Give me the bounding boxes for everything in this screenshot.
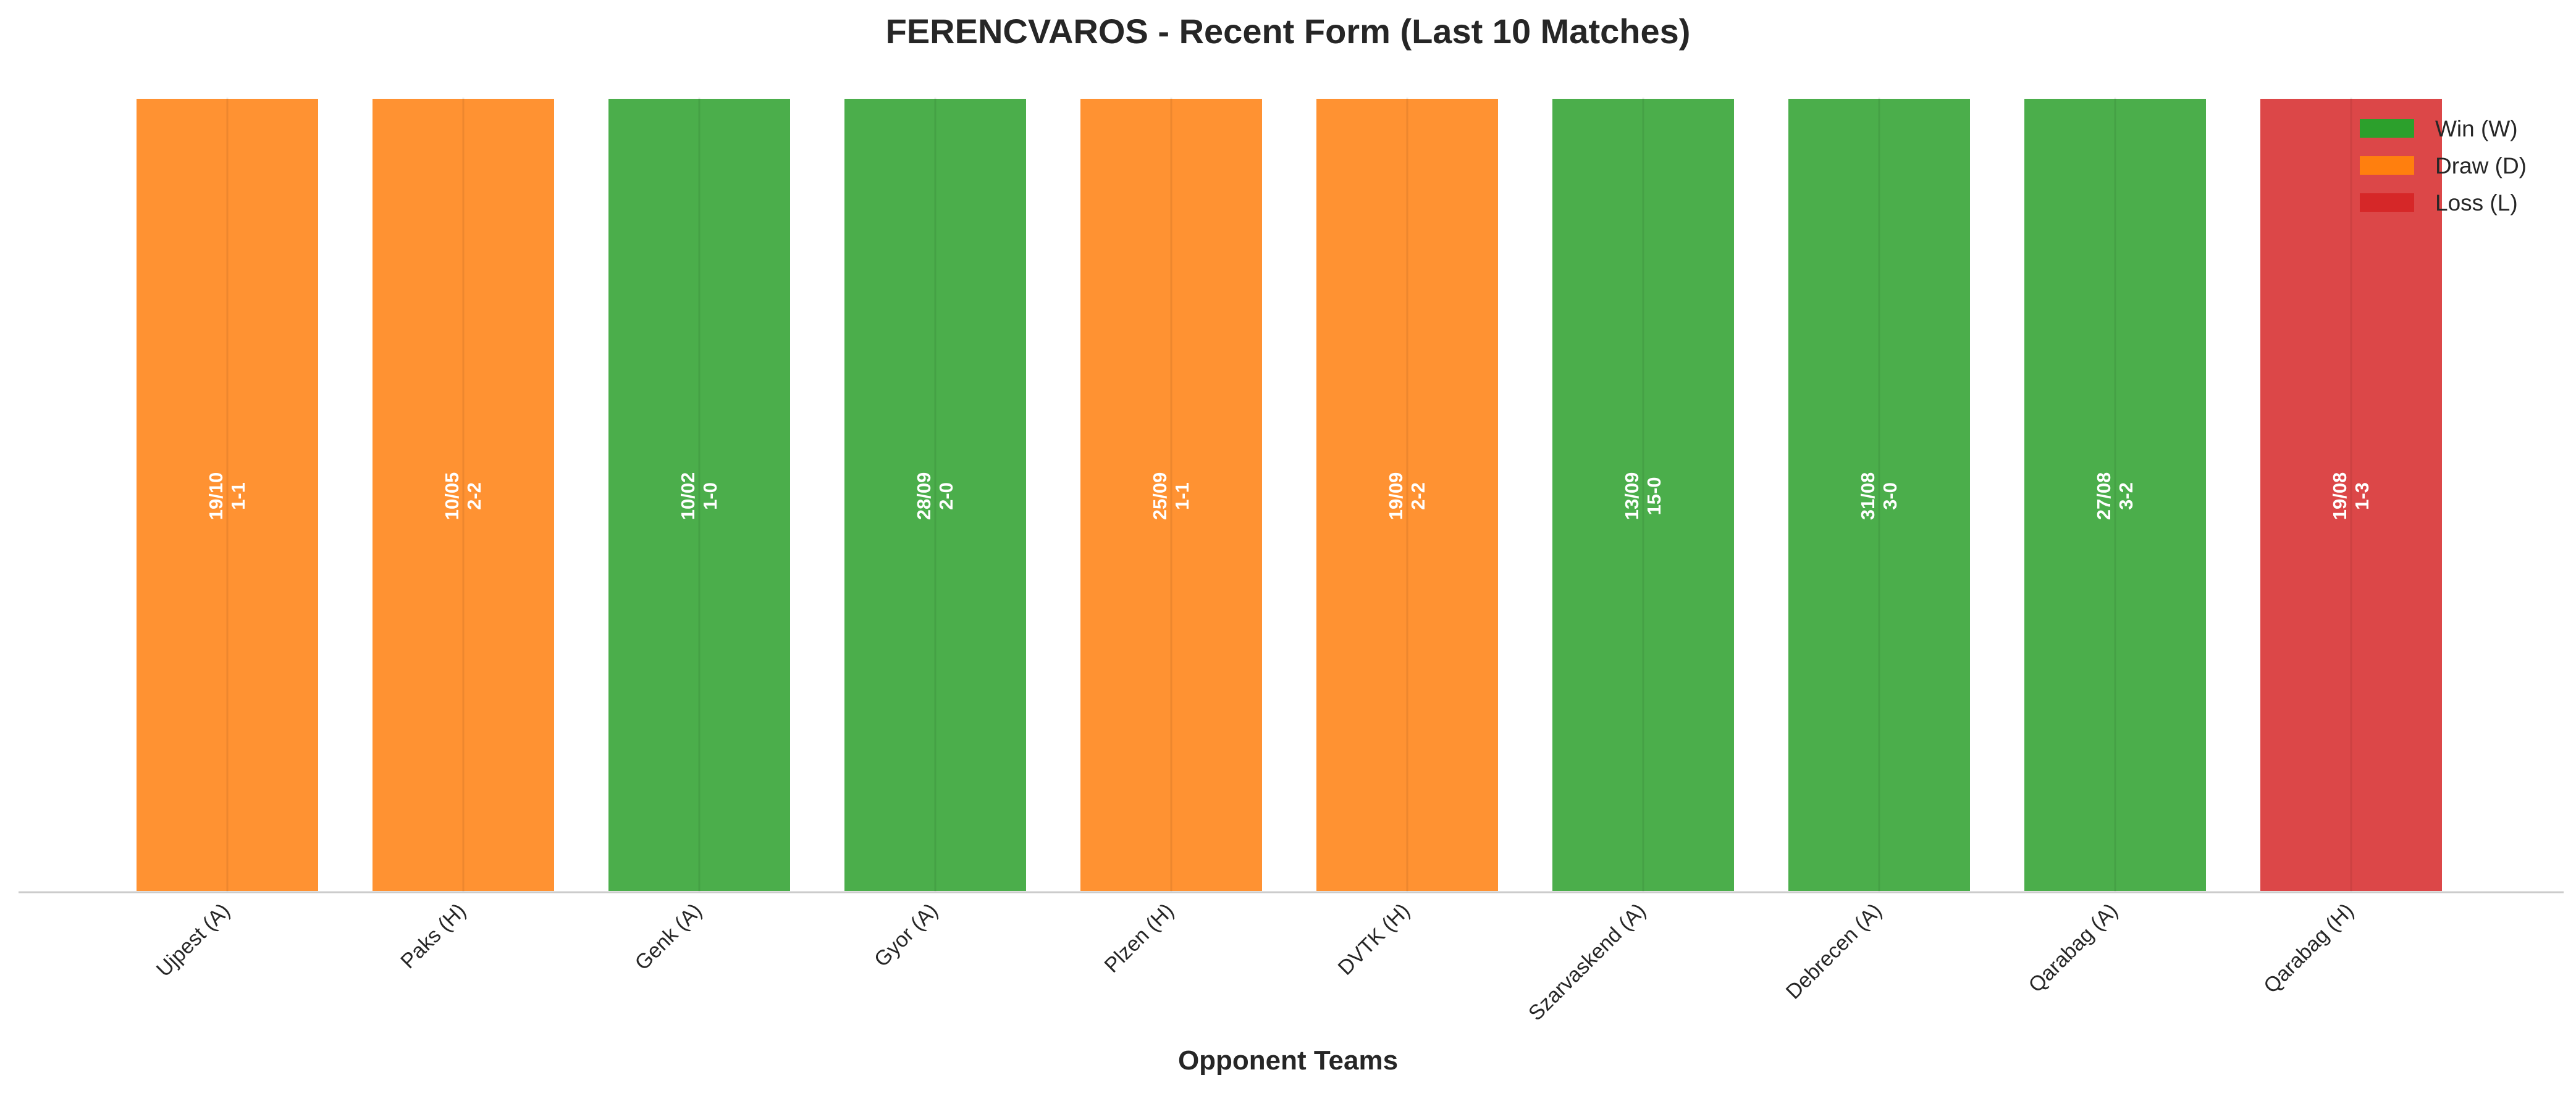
x-tick-label: Genk (A) <box>631 899 707 975</box>
legend: Win (W) Draw (D) Loss (L) <box>2360 116 2527 215</box>
match-date: 19/09 <box>1385 472 1407 521</box>
bar-7 <box>1550 96 1736 893</box>
bar-9 <box>2022 96 2208 893</box>
match-date: 28/09 <box>913 472 935 521</box>
legend-label: Win (W) <box>2435 116 2518 141</box>
x-tick-label: Debrecen (A) <box>1782 899 1887 1004</box>
bar-label: 10/052-2 <box>441 472 485 521</box>
bar-5 <box>1078 96 1265 893</box>
match-date: 25/09 <box>1149 472 1171 521</box>
match-score: 1-0 <box>699 482 721 510</box>
x-tick-label: Ujpest (A) <box>152 899 235 982</box>
bar-label: 10/021-0 <box>677 472 721 521</box>
match-date: 13/09 <box>1621 472 1643 521</box>
bar-label: 19/101-1 <box>205 472 249 521</box>
x-tick-label: Gyor (A) <box>870 899 943 972</box>
legend-label: Loss (L) <box>2435 190 2518 215</box>
match-date: 19/08 <box>2329 472 2351 521</box>
x-tick-label: Szarvaskend (A) <box>1524 899 1651 1026</box>
bar-label: 19/081-3 <box>2329 472 2373 521</box>
match-score: 1-1 <box>227 482 249 510</box>
legend-swatch <box>2360 119 2414 138</box>
match-date: 10/02 <box>677 472 699 521</box>
match-score: 1-1 <box>1171 482 1193 510</box>
bar-3 <box>606 96 793 893</box>
match-score: 3-2 <box>2115 482 2137 510</box>
x-tick-label: Plzen (H) <box>1100 899 1179 977</box>
x-tick-label: Paks (H) <box>396 899 470 973</box>
match-score: 2-2 <box>463 482 485 510</box>
bar-label: 28/092-0 <box>913 472 957 521</box>
match-score: 2-2 <box>1407 482 1429 510</box>
match-date: 27/08 <box>2093 472 2115 521</box>
x-axis-label: Opponent Teams <box>1178 1045 1398 1076</box>
bar-label: 19/092-2 <box>1385 472 1429 521</box>
x-tick-label: Qarabag (H) <box>2259 899 2358 998</box>
bar-label: 31/083-0 <box>1857 472 1901 521</box>
x-tick-label: Qarabag (A) <box>2024 899 2122 997</box>
match-score: 3-0 <box>1879 482 1901 510</box>
legend-label: Draw (D) <box>2435 153 2527 178</box>
bar-6 <box>1314 96 1501 893</box>
bar-10 <box>2258 96 2444 893</box>
bar-label: 13/0915-0 <box>1621 472 1665 521</box>
bar-2 <box>370 96 557 893</box>
bar-label: 27/083-2 <box>2093 472 2137 521</box>
legend-swatch <box>2360 193 2414 212</box>
chart-title: FERENCVAROS - Recent Form (Last 10 Match… <box>886 12 1691 51</box>
match-date: 19/10 <box>205 472 227 521</box>
bar-label: 25/091-1 <box>1149 472 1193 521</box>
match-score: 2-0 <box>935 482 957 510</box>
x-tick-label: DVTK (H) <box>1334 899 1415 980</box>
bar-4 <box>842 96 1029 893</box>
match-date: 31/08 <box>1857 472 1879 521</box>
bar-8 <box>1786 96 1972 893</box>
bars-layer: 19/101-1 10/052-2 10/021-0 28/092-0 25/091-1… <box>134 96 2444 893</box>
bar-1 <box>134 96 321 893</box>
match-score: 1-3 <box>2351 482 2373 510</box>
match-date: 10/05 <box>441 472 463 521</box>
match-score: 15-0 <box>1643 477 1665 515</box>
legend-swatch <box>2360 156 2414 175</box>
x-tick-labels: Ujpest (A) Paks (H) Genk (A) Gyor (A) Plzen … <box>152 899 2359 1026</box>
